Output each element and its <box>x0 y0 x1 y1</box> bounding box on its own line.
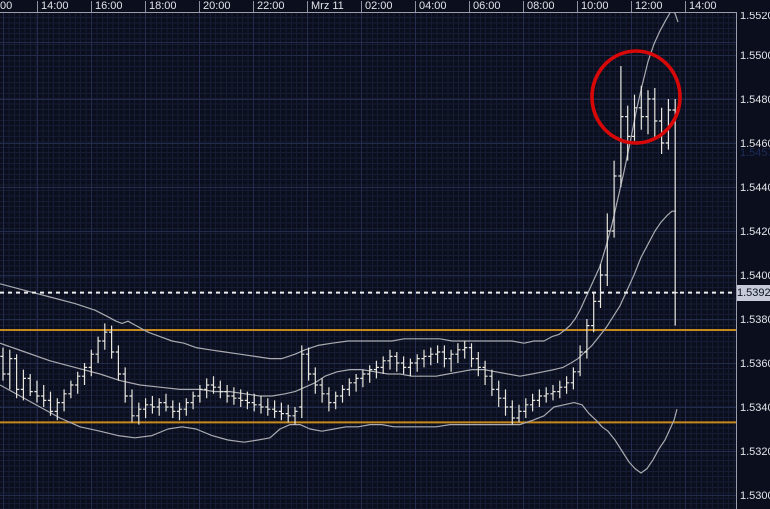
time-label: 18:00 <box>149 0 177 12</box>
time-label: 08:00 <box>527 0 555 12</box>
price-label: 1.5420 <box>740 226 770 238</box>
time-label: 04:00 <box>419 0 447 12</box>
time-axis-tick <box>523 1 524 12</box>
bollinger-middle-line <box>0 210 676 397</box>
time-axis-tick <box>91 1 92 12</box>
time-label: 10:00 <box>581 0 609 12</box>
time-label: 00 <box>0 0 13 12</box>
time-axis-tick <box>469 1 470 12</box>
time-axis[interactable]: 00 14:00 16:00 18:00 20:00 22:00 Mrz 11 02:00 04… <box>0 0 770 13</box>
time-axis-tick <box>307 1 308 12</box>
price-label: 1.5460 <box>740 138 770 150</box>
ohlc-bars <box>0 66 678 425</box>
time-axis-separator <box>0 12 736 13</box>
time-label: 02:00 <box>365 0 393 12</box>
bollinger-upper-line <box>0 12 679 360</box>
time-axis-tick <box>415 1 416 12</box>
time-axis-tick <box>685 1 686 12</box>
time-axis-tick <box>577 1 578 12</box>
chart-plot-area[interactable] <box>0 12 736 509</box>
time-label: 06:00 <box>473 0 501 12</box>
red-circle-annotation <box>590 49 682 145</box>
price-label: 1.5380 <box>740 314 770 326</box>
time-label: 14:00 <box>41 0 69 12</box>
time-label: Mrz 11 <box>311 0 344 12</box>
time-label: 20:00 <box>203 0 231 12</box>
price-axis[interactable]: 1.54570 1.53920 1.5520 1.5500 1.5480 1.5460… <box>736 0 770 509</box>
price-label: 1.5320 <box>740 446 770 458</box>
time-axis-tick <box>37 1 38 12</box>
time-axis-tick <box>199 1 200 12</box>
price-axis-separator <box>736 12 737 509</box>
time-axis-tick <box>253 1 254 12</box>
time-label: 12:00 <box>635 0 663 12</box>
price-label: 1.5440 <box>740 182 770 194</box>
time-axis-tick <box>145 1 146 12</box>
bollinger-lower-line <box>0 384 678 474</box>
price-label: 1.5360 <box>740 358 770 370</box>
ghost-price-label: 1.54570 <box>740 146 770 159</box>
time-axis-tick <box>631 1 632 12</box>
current-price-badge: 1.53920 <box>736 284 770 301</box>
price-label: 1.5340 <box>740 402 770 414</box>
time-axis-tick <box>361 1 362 12</box>
time-label: 22:00 <box>257 0 285 12</box>
price-label: 1.5500 <box>740 50 770 62</box>
price-label: 1.5520 <box>740 10 770 22</box>
price-label: 1.5400 <box>740 270 770 282</box>
price-chart <box>0 12 736 474</box>
time-label: 16:00 <box>95 0 123 12</box>
price-label: 1.5480 <box>740 94 770 106</box>
time-label: 14:00 <box>689 0 717 12</box>
